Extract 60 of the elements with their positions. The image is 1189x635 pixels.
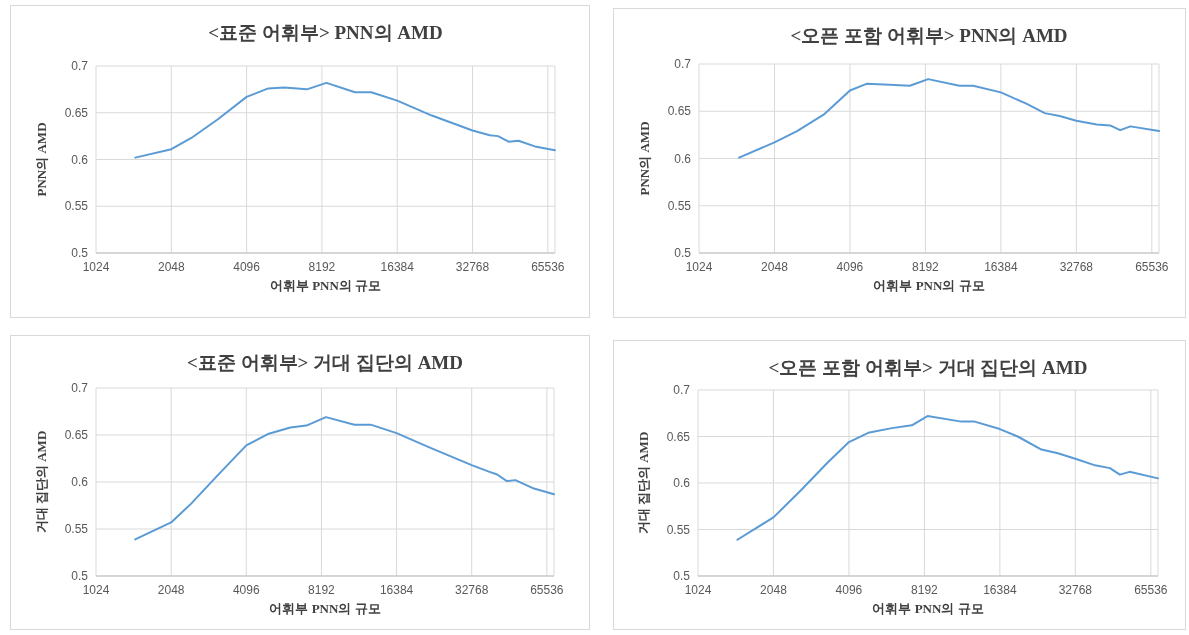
x-tick-label: 65536: [1134, 583, 1168, 597]
y-axis-title: PNN의 AMD: [34, 122, 49, 197]
y-axis-title: 거대 집단의 AMD: [636, 431, 651, 535]
x-tick-label: 1024: [685, 260, 713, 274]
x-tick-label: 8192: [308, 583, 336, 597]
chart-title: <오픈 포함 어휘부> 거대 집단의 AMD: [768, 357, 1088, 378]
y-tick-label: 0.55: [64, 522, 89, 536]
y-tick-label: 0.65: [64, 105, 89, 120]
y-axis-title: PNN의 AMD: [637, 121, 652, 196]
x-tick-label: 8192: [911, 583, 939, 597]
y-tick-label: 0.7: [71, 59, 89, 73]
x-axis-title: 어휘부 PNN의 규모: [269, 601, 381, 616]
x-tick-label: 4096: [233, 260, 261, 274]
x-tick-label: 2048: [761, 260, 789, 274]
y-tick-label: 0.6: [673, 476, 691, 490]
y-tick-label: 0.65: [666, 429, 691, 444]
y-tick-label: 0.6: [674, 151, 692, 166]
x-tick-label: 4096: [232, 583, 260, 597]
x-tick-label: 8192: [912, 260, 940, 274]
x-tick-label: 2048: [157, 583, 185, 597]
x-axis-title: 어휘부 PNN의 규모: [872, 601, 984, 616]
chart-title: <표준 어휘부> PNN의 AMD: [208, 22, 443, 43]
y-tick-label: 0.5: [673, 569, 691, 583]
x-tick-label: 2048: [760, 583, 788, 597]
x-tick-label: 32768: [455, 583, 489, 597]
y-tick-label: 0.6: [71, 152, 89, 167]
y-tick-label: 0.65: [64, 428, 89, 442]
x-tick-label: 1024: [684, 583, 712, 597]
x-tick-label: 65536: [531, 260, 565, 274]
x-axis-title: 어휘부 PNN의 규모: [873, 278, 985, 293]
y-tick-label: 0.6: [71, 475, 89, 489]
x-tick-label: 2048: [157, 260, 185, 274]
y-tick-label: 0.5: [71, 569, 89, 583]
y-axis-title: 거대 집단의 AMD: [34, 430, 49, 534]
x-tick-label: 1024: [82, 260, 110, 274]
x-tick-label: 1024: [82, 583, 110, 597]
x-tick-label: 65536: [530, 583, 564, 597]
y-tick-label: 0.55: [64, 199, 89, 214]
x-tick-label: 4096: [836, 260, 864, 274]
x-axis-title: 어휘부 PNN의 규모: [269, 278, 382, 293]
x-tick-label: 32768: [1058, 583, 1093, 597]
x-tick-label: 65536: [1135, 260, 1169, 274]
x-tick-label: 16384: [379, 583, 414, 597]
y-tick-label: 0.7: [71, 381, 89, 395]
chart-title: <오픈 포함 어휘부> PNN의 AMD: [790, 25, 1068, 46]
y-tick-label: 0.5: [71, 246, 89, 260]
x-tick-label: 8192: [308, 260, 336, 274]
y-tick-label: 0.55: [666, 522, 691, 537]
y-tick-label: 0.7: [674, 57, 692, 71]
y-tick-label: 0.65: [667, 104, 692, 119]
x-tick-label: 16384: [380, 260, 415, 274]
x-tick-label: 16384: [984, 260, 1018, 274]
y-tick-label: 0.55: [667, 198, 692, 213]
x-tick-label: 4096: [835, 583, 863, 597]
y-tick-label: 0.7: [673, 383, 691, 397]
y-tick-label: 0.5: [674, 246, 692, 260]
x-tick-label: 32768: [455, 260, 490, 274]
chart-title: <표준 어휘부> 거대 집단의 AMD: [186, 352, 464, 373]
x-tick-label: 16384: [983, 583, 1017, 597]
x-tick-label: 32768: [1059, 260, 1094, 274]
